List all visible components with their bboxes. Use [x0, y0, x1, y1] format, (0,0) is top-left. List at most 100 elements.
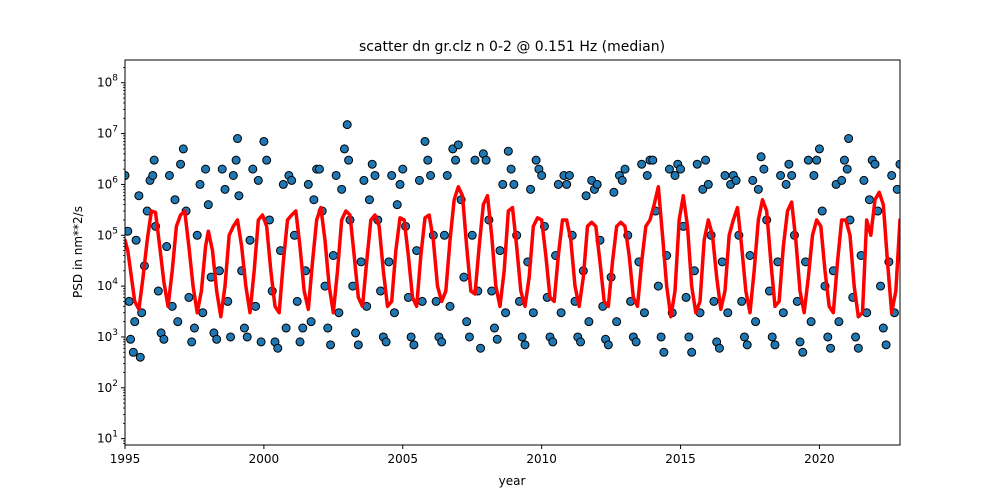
- scatter-point: [531, 155, 541, 165]
- scatter-point: [331, 170, 341, 180]
- scatter-point: [745, 251, 755, 260]
- scatter-point: [239, 323, 249, 333]
- y-tick-label: 102: [97, 379, 118, 395]
- scatter-point: [881, 340, 891, 350]
- scatter-point: [684, 332, 694, 342]
- scatter-point: [503, 146, 513, 156]
- scatter-point: [231, 155, 241, 165]
- scatter-point: [148, 170, 158, 180]
- scatter-point: [609, 187, 619, 197]
- scatter-point: [195, 179, 205, 189]
- scatter-point: [414, 175, 424, 185]
- scatter-point: [739, 332, 749, 342]
- scatter-point: [128, 347, 138, 357]
- scatter-point: [837, 175, 847, 185]
- scatter-point: [839, 155, 849, 165]
- scatter-point: [787, 170, 797, 180]
- y-tick-label: 101: [97, 430, 118, 446]
- scatter-point: [149, 155, 159, 165]
- scatter-point: [723, 308, 733, 318]
- scatter-point: [159, 334, 169, 344]
- scatter-point: [298, 323, 308, 333]
- scatter-point: [339, 144, 349, 154]
- scatter-point: [481, 155, 491, 165]
- scatter-point: [442, 170, 452, 180]
- scatter-point: [420, 136, 430, 146]
- scatter-point: [203, 200, 213, 210]
- scatter-point: [803, 155, 813, 165]
- scatter-point: [384, 257, 394, 267]
- scatter-point: [687, 347, 697, 357]
- scatter-point: [476, 343, 486, 353]
- scatter-point: [406, 332, 416, 342]
- scatter-point: [823, 332, 833, 342]
- scatter-point: [192, 230, 202, 240]
- scatter-point: [212, 334, 222, 344]
- scatter-point: [703, 179, 713, 189]
- scatter-point: [895, 159, 900, 169]
- scatter-point: [228, 170, 238, 180]
- scatter-point: [451, 155, 461, 165]
- scatter-point: [170, 195, 180, 205]
- scatter-point: [656, 332, 666, 342]
- scatter-point: [356, 257, 366, 267]
- scatter-point: [395, 179, 405, 189]
- scatter-point: [870, 159, 880, 169]
- scatter-point: [287, 175, 297, 185]
- scatter-point: [612, 317, 622, 327]
- scatter-point: [717, 257, 727, 267]
- median-line-series: [125, 185, 900, 319]
- scatter-point: [217, 164, 227, 174]
- scatter-point: [351, 328, 361, 338]
- scatter-point: [273, 343, 283, 353]
- scatter-point: [659, 347, 669, 357]
- scatter-point: [526, 184, 536, 194]
- scatter-point: [742, 340, 752, 350]
- x-axis-label: year: [499, 474, 526, 488]
- scatter-point: [753, 184, 763, 194]
- scatter-point: [370, 170, 380, 180]
- scatter-point: [887, 170, 897, 180]
- scatter-point: [431, 296, 441, 306]
- scatter-point: [306, 317, 316, 327]
- scatter-point: [214, 266, 224, 276]
- y-tick-label: 108: [97, 74, 118, 90]
- scatter-point: [198, 308, 208, 318]
- scatter-point: [459, 272, 469, 282]
- scatter-point: [581, 191, 591, 201]
- scatter-point: [814, 144, 824, 154]
- scatter-point: [135, 352, 145, 362]
- scatter-point: [748, 175, 758, 185]
- scatter-point: [756, 152, 766, 162]
- median-line: [125, 185, 900, 319]
- scatter-point: [592, 179, 602, 189]
- scatter-point: [520, 340, 530, 350]
- scatter-point: [878, 323, 888, 333]
- scatter-point: [234, 191, 244, 201]
- scatter-point: [564, 170, 574, 180]
- scatter-point: [528, 308, 538, 318]
- scatter-point: [201, 164, 211, 174]
- scatter-point: [709, 296, 719, 306]
- scatter-point: [426, 170, 436, 180]
- scatter-point: [303, 179, 313, 189]
- scatter-point: [495, 246, 505, 256]
- scatter-point: [770, 340, 780, 350]
- scatter-point: [130, 317, 140, 327]
- scatter-point: [489, 323, 499, 333]
- scatter-point: [537, 170, 547, 180]
- scatter-point: [220, 184, 230, 194]
- scatter-point: [453, 140, 463, 150]
- scatter-point: [337, 184, 347, 194]
- scatter-point: [233, 134, 242, 144]
- y-axis: 101 102 103 104 105 106 107 108: [97, 67, 125, 446]
- scatter-point: [295, 337, 305, 347]
- scatter-point: [853, 343, 863, 353]
- scatter-point: [134, 191, 144, 201]
- scatter-point: [506, 164, 516, 174]
- scatter-point: [776, 170, 786, 180]
- chart-title: scatter dn gr.clz n 0-2 @ 0.151 Hz (medi…: [359, 39, 665, 55]
- scatter-point: [603, 340, 613, 350]
- scatter-point: [245, 235, 255, 245]
- x-tick-label: 2000: [249, 452, 280, 466]
